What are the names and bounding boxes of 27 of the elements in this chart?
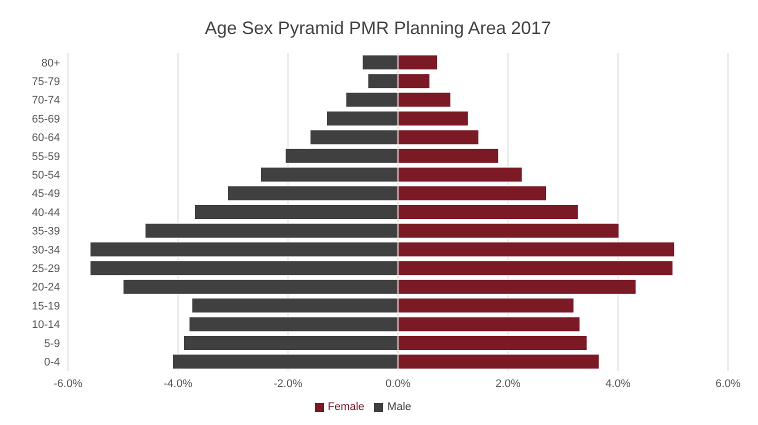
y-tick-label: 25-29 [32,263,60,276]
y-tick-label: 30-34 [32,244,60,256]
y-tick-label: 70-74 [32,94,60,107]
legend-label: Female [328,401,364,413]
x-tick-label: 0.0% [385,378,411,390]
y-tick-label: 50-54 [32,169,60,182]
y-tick-label: 55-59 [32,150,60,163]
x-tick-label: 2.0% [495,378,521,390]
y-tick-label: 10-14 [32,319,60,332]
chart-title: Age Sex Pyramid PMR Planning Area 2017 [204,17,552,40]
y-tick-label: 65-69 [32,113,60,126]
y-tick-label: 75-79 [32,76,60,88]
x-tick-label: -2.0% [274,378,303,390]
x-tick-label: -4.0% [164,378,193,390]
y-tick-label: 35-39 [32,226,60,238]
legend-label: Male [387,401,412,413]
y-tick-label: 20-24 [32,282,60,294]
y-tick-label: 5-9 [44,338,60,350]
y-tick-label: 45-49 [32,188,60,200]
y-tick-label: 0-4 [44,356,60,369]
x-tick-label: -6.0% [54,378,83,390]
x-tick-label: 6.0% [715,378,741,390]
y-tick-label: 40-44 [32,206,60,219]
y-tick-label: 80+ [41,57,60,70]
x-tick-label: 4.0% [605,378,631,390]
y-tick-label: 60-64 [32,132,60,144]
y-tick-label: 15-19 [32,300,60,312]
